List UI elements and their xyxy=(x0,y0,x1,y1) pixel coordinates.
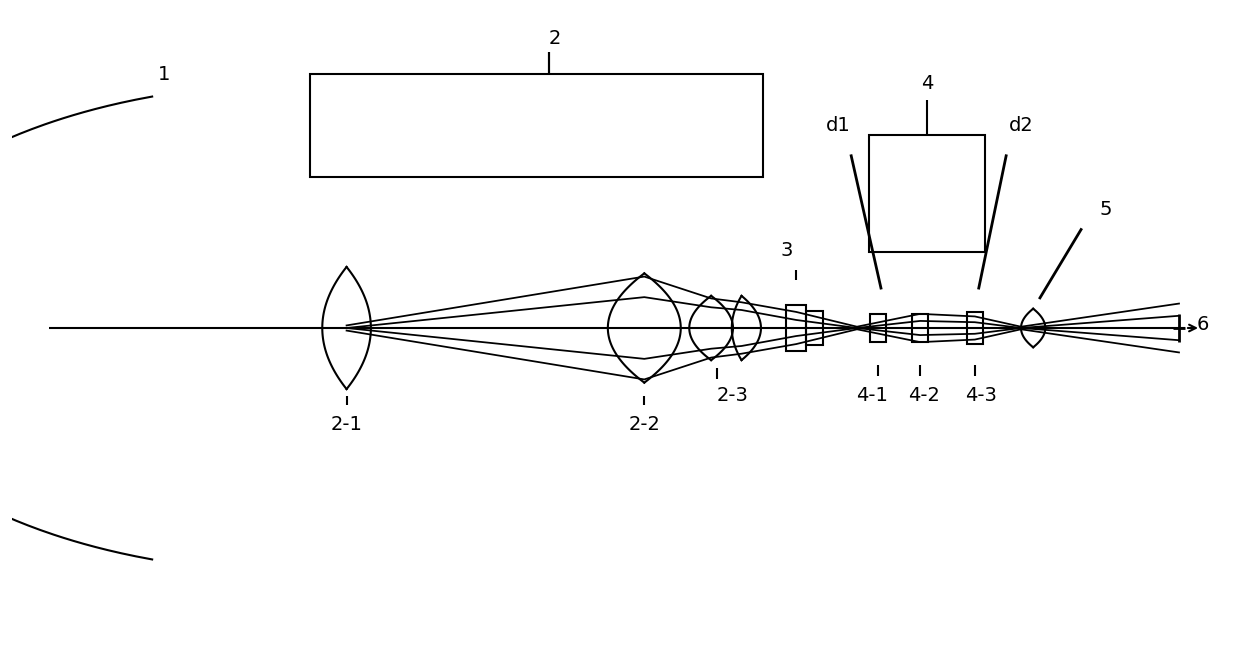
Text: 4-1: 4-1 xyxy=(856,386,888,405)
Text: 5: 5 xyxy=(1100,199,1112,218)
Text: 4-3: 4-3 xyxy=(965,386,997,405)
Text: 2-2: 2-2 xyxy=(629,415,660,434)
Bar xyxy=(913,314,928,342)
Text: 4-2: 4-2 xyxy=(908,386,940,405)
Text: 4: 4 xyxy=(920,74,932,93)
Text: 2: 2 xyxy=(549,30,562,48)
Bar xyxy=(310,74,764,177)
Bar xyxy=(967,312,983,344)
Text: d2: d2 xyxy=(1008,116,1033,135)
Text: 2-3: 2-3 xyxy=(717,386,749,405)
Bar xyxy=(869,135,985,252)
Text: 1: 1 xyxy=(159,64,170,83)
Text: d1: d1 xyxy=(826,116,851,135)
Bar xyxy=(786,305,806,351)
Text: 6: 6 xyxy=(1197,316,1209,335)
Text: 3: 3 xyxy=(780,241,792,260)
Bar xyxy=(869,314,885,342)
Bar xyxy=(806,312,823,344)
Text: 2-1: 2-1 xyxy=(331,415,362,434)
